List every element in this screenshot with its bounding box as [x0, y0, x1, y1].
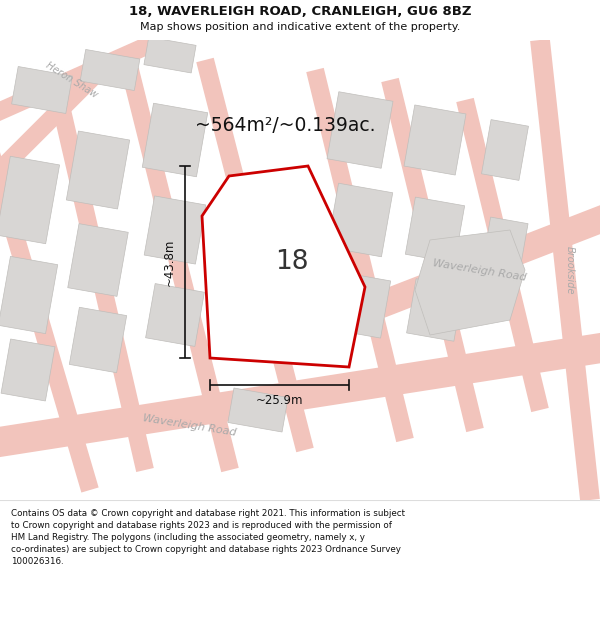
Text: ~43.8m: ~43.8m [163, 238, 176, 286]
Polygon shape [0, 64, 106, 196]
Polygon shape [0, 32, 164, 128]
Text: Contains OS data © Crown copyright and database right 2021. This information is : Contains OS data © Crown copyright and d… [11, 509, 405, 566]
Text: Brookside: Brookside [565, 246, 575, 294]
Text: Heron Shaw: Heron Shaw [44, 60, 100, 100]
Text: 18, WAVERLEIGH ROAD, CRANLEIGH, GU6 8BZ: 18, WAVERLEIGH ROAD, CRANLEIGH, GU6 8BZ [129, 5, 471, 18]
Polygon shape [375, 198, 600, 318]
Polygon shape [482, 119, 529, 181]
Polygon shape [144, 37, 196, 73]
Text: Map shows position and indicative extent of the property.: Map shows position and indicative extent… [140, 22, 460, 32]
Polygon shape [456, 98, 549, 412]
Polygon shape [11, 66, 73, 114]
Polygon shape [0, 330, 600, 460]
Text: ~25.9m: ~25.9m [256, 394, 303, 407]
Polygon shape [80, 49, 140, 91]
Polygon shape [144, 196, 206, 264]
Text: 18: 18 [275, 249, 309, 274]
Polygon shape [415, 230, 525, 335]
Text: ~564m²/~0.139ac.: ~564m²/~0.139ac. [195, 116, 376, 135]
Polygon shape [407, 279, 463, 341]
Polygon shape [228, 388, 288, 432]
Polygon shape [70, 308, 127, 372]
Text: Waverleigh Road: Waverleigh Road [142, 412, 238, 437]
Polygon shape [327, 92, 393, 168]
Polygon shape [404, 105, 466, 175]
Polygon shape [381, 78, 484, 432]
Polygon shape [121, 68, 239, 472]
Polygon shape [482, 217, 528, 273]
Polygon shape [46, 78, 154, 472]
Polygon shape [0, 156, 59, 244]
Polygon shape [530, 39, 600, 501]
Polygon shape [306, 68, 414, 442]
Polygon shape [0, 148, 98, 493]
Polygon shape [146, 284, 205, 346]
Polygon shape [329, 272, 391, 338]
Polygon shape [67, 131, 130, 209]
Polygon shape [327, 183, 393, 257]
Polygon shape [142, 103, 208, 177]
Polygon shape [406, 197, 464, 263]
Polygon shape [196, 58, 314, 452]
Polygon shape [202, 166, 365, 367]
Polygon shape [1, 339, 55, 401]
Text: Waverleigh Road: Waverleigh Road [433, 258, 527, 282]
Polygon shape [68, 224, 128, 296]
Polygon shape [0, 256, 58, 334]
